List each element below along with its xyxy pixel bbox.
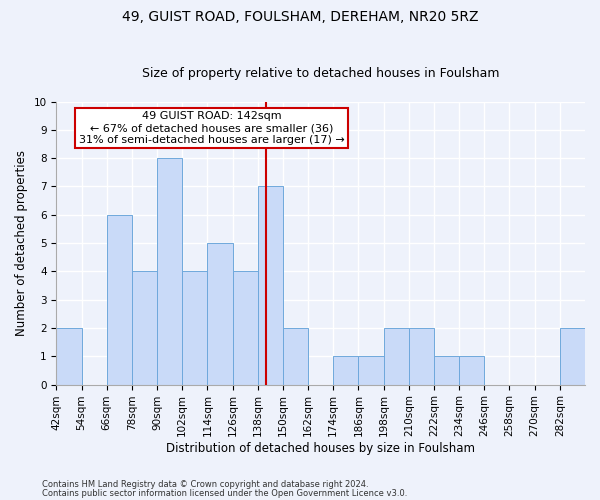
Text: 49 GUIST ROAD: 142sqm
← 67% of detached houses are smaller (36)
31% of semi-deta: 49 GUIST ROAD: 142sqm ← 67% of detached … xyxy=(79,112,344,144)
Bar xyxy=(283,328,308,384)
Text: 49, GUIST ROAD, FOULSHAM, DEREHAM, NR20 5RZ: 49, GUIST ROAD, FOULSHAM, DEREHAM, NR20 … xyxy=(122,10,478,24)
Bar xyxy=(459,356,484,384)
X-axis label: Distribution of detached houses by size in Foulsham: Distribution of detached houses by size … xyxy=(166,442,475,455)
Text: Contains public sector information licensed under the Open Government Licence v3: Contains public sector information licen… xyxy=(42,488,407,498)
Bar xyxy=(56,328,82,384)
Text: Contains HM Land Registry data © Crown copyright and database right 2024.: Contains HM Land Registry data © Crown c… xyxy=(42,480,368,489)
Bar xyxy=(107,214,132,384)
Bar xyxy=(383,328,409,384)
Y-axis label: Number of detached properties: Number of detached properties xyxy=(15,150,28,336)
Bar xyxy=(132,272,157,384)
Bar xyxy=(333,356,358,384)
Bar xyxy=(258,186,283,384)
Title: Size of property relative to detached houses in Foulsham: Size of property relative to detached ho… xyxy=(142,66,499,80)
Bar xyxy=(434,356,459,384)
Bar xyxy=(409,328,434,384)
Bar xyxy=(208,243,233,384)
Bar xyxy=(157,158,182,384)
Bar xyxy=(358,356,383,384)
Bar xyxy=(233,272,258,384)
Bar xyxy=(560,328,585,384)
Bar xyxy=(182,272,208,384)
